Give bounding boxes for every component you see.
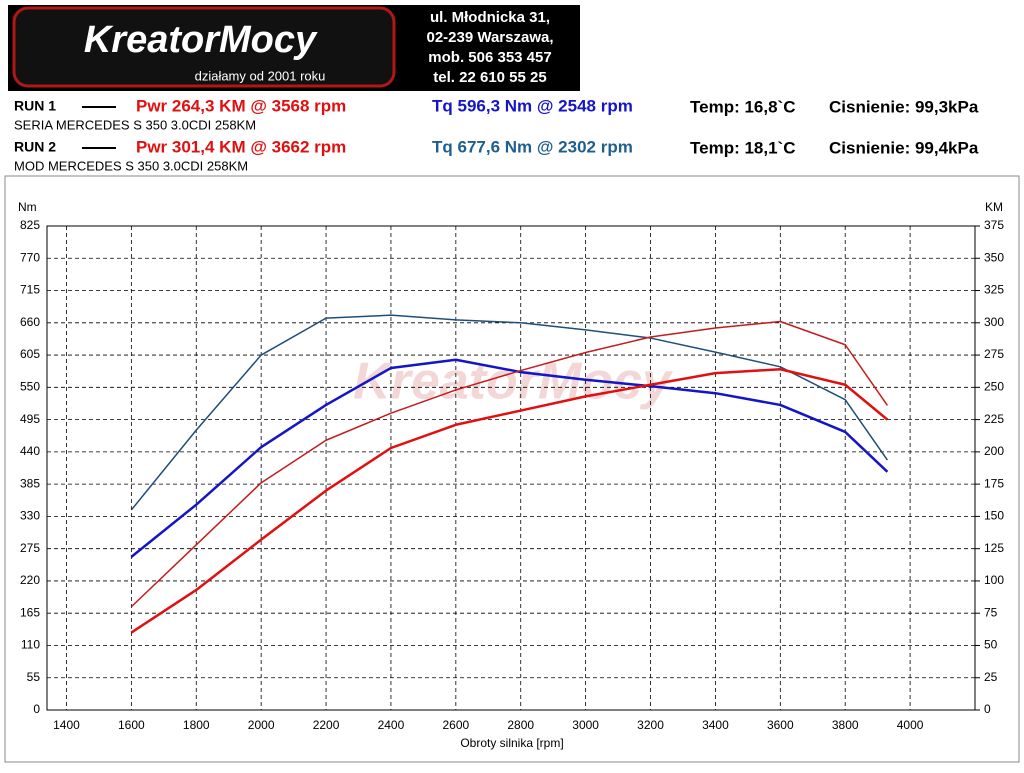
run-label: RUN 2	[14, 139, 56, 155]
x-axis-label: Obroty silnika [rpm]	[460, 736, 563, 750]
run-temp: Temp: 16,8`C	[690, 97, 796, 116]
logo-box	[12, 6, 396, 88]
x-tick-label: 3800	[832, 718, 859, 732]
address-line: mob. 506 353 457	[428, 49, 551, 66]
y2-tick-label: 350	[984, 250, 1004, 264]
x-tick-label: 3400	[702, 718, 729, 732]
x-tick-label: 2800	[507, 718, 534, 732]
y-tick-label: 495	[20, 412, 40, 426]
curve	[130, 358, 889, 558]
y2-tick-label: 375	[984, 218, 1004, 232]
y-tick-label: 55	[27, 670, 41, 684]
y2-tick-label: 175	[984, 476, 1004, 490]
x-tick-label: 2600	[442, 718, 469, 732]
run-temp: Temp: 18,1`C	[690, 138, 796, 157]
y-tick-label: 715	[20, 283, 40, 297]
run-pressure: Cisnienie: 99,3kPa	[829, 97, 979, 116]
curve	[130, 368, 889, 634]
x-tick-label: 2400	[378, 718, 405, 732]
run-power: Pwr 301,4 KM @ 3662 rpm	[136, 137, 346, 156]
y-tick-label: 825	[20, 218, 40, 232]
address-line: 02-239 Warszawa,	[426, 29, 553, 46]
x-tick-label: 1400	[53, 718, 80, 732]
x-tick-label: 2000	[248, 718, 275, 732]
run-description: SERIA MERCEDES S 350 3.0CDI 258KM	[14, 117, 256, 132]
address-line: ul. Młodnicka 31,	[430, 9, 550, 26]
tagline: działamy od 2001 roku	[195, 68, 326, 83]
x-tick-label: 1800	[183, 718, 210, 732]
curve	[130, 320, 889, 608]
y-tick-label: 220	[20, 573, 40, 587]
y-tick-label: 440	[20, 444, 40, 458]
y2-tick-label: 275	[984, 347, 1004, 361]
y2-tick-label: 75	[984, 605, 998, 619]
plot-frame	[46, 225, 976, 711]
x-tick-label: 2200	[313, 718, 340, 732]
y-tick-label: 550	[20, 380, 40, 394]
y2-axis-label: KM	[985, 200, 1003, 214]
run-power: Pwr 264,3 KM @ 3568 rpm	[136, 96, 346, 115]
y-tick-label: 660	[20, 315, 40, 329]
run-description: MOD MERCEDES S 350 3.0CDI 258KM	[14, 158, 248, 173]
y-tick-label: 0	[33, 702, 40, 716]
x-tick-label: 1600	[118, 718, 145, 732]
y2-tick-label: 0	[984, 702, 991, 716]
logo: KreatorMocy	[84, 19, 318, 61]
watermark: KreatorMocy	[353, 353, 674, 411]
y-axis-label: Nm	[18, 200, 37, 214]
y2-tick-label: 100	[984, 573, 1004, 587]
y2-tick-label: 50	[984, 638, 998, 652]
y-tick-label: 275	[20, 541, 40, 555]
y-tick-label: 770	[20, 250, 40, 264]
y2-tick-label: 200	[984, 444, 1004, 458]
y-tick-label: 110	[21, 638, 40, 652]
x-tick-label: 3600	[767, 718, 794, 732]
y-tick-label: 330	[20, 509, 40, 523]
x-tick-label: 3200	[637, 718, 664, 732]
y2-tick-label: 25	[984, 670, 998, 684]
run-pressure: Cisnienie: 99,4kPa	[829, 138, 979, 157]
y2-tick-label: 300	[984, 315, 1004, 329]
y-tick-label: 385	[20, 476, 40, 490]
y2-tick-label: 250	[984, 380, 1004, 394]
run-torque: Tq 596,3 Nm @ 2548 rpm	[432, 96, 633, 115]
y-tick-label: 605	[20, 347, 40, 361]
y2-tick-label: 150	[984, 509, 1004, 523]
y2-tick-label: 125	[984, 541, 1004, 555]
y2-tick-label: 325	[984, 283, 1004, 297]
address-line: tel. 22 610 55 25	[433, 69, 546, 86]
run-label: RUN 1	[14, 98, 56, 114]
x-tick-label: 3000	[572, 718, 599, 732]
y-tick-label: 165	[20, 605, 40, 619]
chart-frame	[4, 175, 1020, 763]
x-tick-label: 4000	[897, 718, 924, 732]
run-torque: Tq 677,6 Nm @ 2302 rpm	[432, 137, 633, 156]
y2-tick-label: 225	[984, 412, 1004, 426]
curve	[130, 314, 889, 511]
